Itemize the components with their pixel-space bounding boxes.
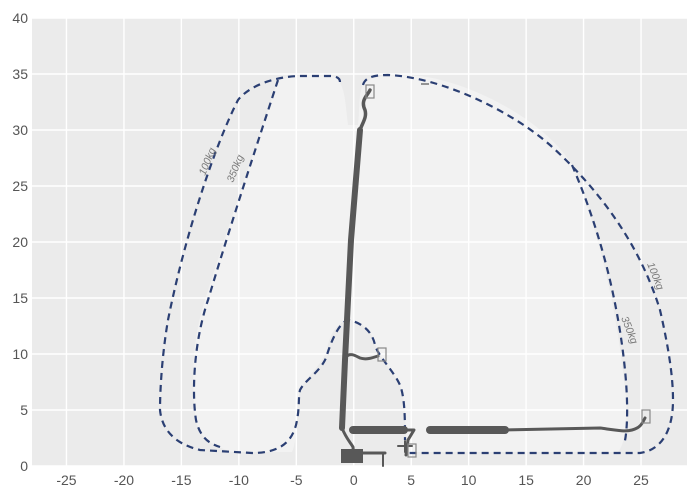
y-tick-label: 20 <box>12 234 28 250</box>
x-tick-label: 20 <box>576 472 592 488</box>
y-tick-label: 30 <box>12 122 28 138</box>
envelope-100kg-right <box>361 73 675 455</box>
y-tick-label: 25 <box>12 178 28 194</box>
y-tick-label: 35 <box>12 66 28 82</box>
envelope-350kg-right <box>570 164 629 446</box>
machine-base <box>341 449 363 463</box>
x-tick-label: 0 <box>350 472 358 488</box>
x-tick-label: 10 <box>461 472 477 488</box>
y-tick-label: 0 <box>20 458 28 474</box>
gridlines <box>32 17 687 467</box>
x-tick-label: 15 <box>518 472 534 488</box>
x-tick-label: -10 <box>229 472 249 488</box>
y-tick-label: 10 <box>12 346 28 362</box>
x-tick-label: -5 <box>290 472 303 488</box>
y-tick-label: 40 <box>12 10 28 26</box>
x-tick-label: 5 <box>407 472 415 488</box>
x-tick-label: -20 <box>114 472 134 488</box>
y-axis-ticks: 0 5 10 15 20 25 30 35 40 <box>12 10 28 474</box>
basket-icon-top <box>365 84 375 99</box>
x-axis-ticks: -25 -20 -15 -10 -5 0 5 10 15 20 25 <box>56 472 649 488</box>
boom-structure <box>339 83 651 467</box>
working-area-fill <box>193 75 627 453</box>
x-tick-label: -15 <box>171 472 191 488</box>
x-tick-label: 25 <box>633 472 649 488</box>
y-tick-label: 5 <box>20 402 28 418</box>
y-tick-label: 15 <box>12 290 28 306</box>
basket-icon-middle <box>377 347 387 362</box>
basket-icon-right <box>641 409 651 424</box>
envelope-100kg <box>158 74 407 455</box>
envelope-350kg <box>192 79 280 449</box>
basket-icon-bottom <box>407 443 417 458</box>
x-tick-label: -25 <box>56 472 76 488</box>
